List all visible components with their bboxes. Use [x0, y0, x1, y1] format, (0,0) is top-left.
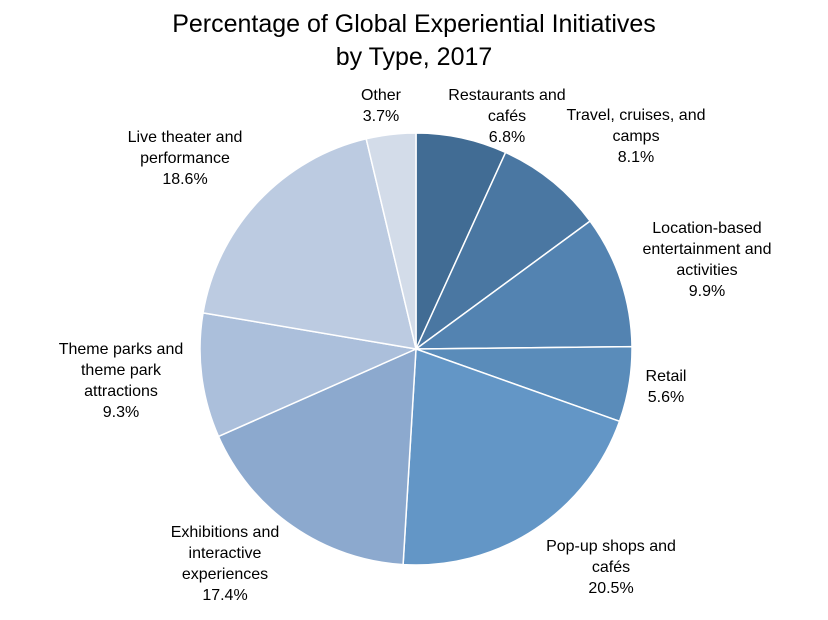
slice-name-line-theme-parks: Theme parks and	[59, 341, 184, 358]
slice-label-other: Other 3.7%	[361, 87, 402, 125]
slice-value-live-theater-performance: 18.6%	[162, 171, 207, 188]
slice-value-location-based-entertainment: 9.9%	[689, 283, 725, 300]
slice-label-pop-up-shops-cafes: Pop-up shops and cafés 20.5%	[546, 538, 676, 597]
pie-slice-travel-cruises-camps	[414, 151, 592, 352]
pie-labels: Restaurants and cafés 6.8% Travel, cruises,…	[59, 87, 772, 604]
slice-label-theme-parks: Theme parks and theme park attractions 9.3%	[59, 341, 184, 421]
slice-name-line-location-based-entertainment: activities	[676, 262, 737, 279]
slice-value-exhibitions-interactive: 17.4%	[202, 587, 247, 604]
pie-slice-exhibitions-interactive	[217, 347, 417, 566]
pie-slice-other	[365, 132, 417, 350]
slice-name-line-theme-parks: attractions	[84, 383, 158, 400]
slice-label-restaurants-cafes: Restaurants and cafés 6.8%	[448, 87, 565, 146]
slice-name-line-exhibitions-interactive: Exhibitions and	[171, 524, 280, 541]
slice-name-line-other: Other	[361, 87, 402, 104]
slice-value-travel-cruises-camps: 8.1%	[618, 149, 654, 166]
chart-title-line-1: Percentage of Global Experiential Initia…	[172, 10, 656, 38]
slice-name-line-live-theater-performance: Live theater and	[128, 129, 243, 146]
slice-name-line-exhibitions-interactive: interactive	[189, 545, 262, 562]
slice-label-retail: Retail 5.6%	[646, 368, 687, 406]
slice-name-line-travel-cruises-camps: Travel, cruises, and	[566, 107, 705, 124]
pie-slice-theme-parks	[199, 311, 419, 438]
slice-value-theme-parks: 9.3%	[103, 404, 139, 421]
slice-name-line-pop-up-shops-cafes: Pop-up shops and	[546, 538, 676, 555]
slice-name-line-travel-cruises-camps: camps	[612, 128, 659, 145]
slice-name-line-live-theater-performance: performance	[140, 150, 230, 167]
slice-name-line-restaurants-cafes: cafés	[488, 108, 526, 125]
pie-slice-location-based-entertainment	[413, 220, 633, 350]
slice-label-travel-cruises-camps: Travel, cruises, and camps 8.1%	[566, 107, 705, 166]
slice-name-line-location-based-entertainment: Location-based	[652, 220, 761, 237]
slice-name-line-restaurants-cafes: Restaurants and	[448, 87, 565, 104]
slice-name-line-pop-up-shops-cafes: cafés	[592, 559, 630, 576]
slice-value-restaurants-cafes: 6.8%	[489, 129, 525, 146]
slice-name-line-location-based-entertainment: entertainment and	[643, 241, 772, 258]
chart-title-line-2: by Type, 2017	[335, 43, 493, 71]
slice-label-location-based-entertainment: Location-based entertainment and activitie…	[643, 220, 772, 300]
chart-title: Percentage of Global Experiential Initia…	[0, 8, 828, 74]
pie-slice-live-theater-performance	[202, 137, 417, 350]
slice-value-other: 3.7%	[363, 108, 399, 125]
slice-value-retail: 5.6%	[648, 389, 684, 406]
slice-value-pop-up-shops-cafes: 20.5%	[588, 580, 633, 597]
slice-label-live-theater-performance: Live theater and performance 18.6%	[128, 129, 243, 188]
slice-label-exhibitions-interactive: Exhibitions and interactive experiences 17.…	[171, 524, 280, 604]
slice-name-line-exhibitions-interactive: experiences	[182, 566, 268, 583]
slice-name-line-theme-parks: theme park	[81, 362, 162, 379]
slice-name-line-retail: Retail	[646, 368, 687, 385]
pie-slice-pop-up-shops-cafes	[402, 347, 621, 566]
pie-slices	[199, 132, 633, 566]
